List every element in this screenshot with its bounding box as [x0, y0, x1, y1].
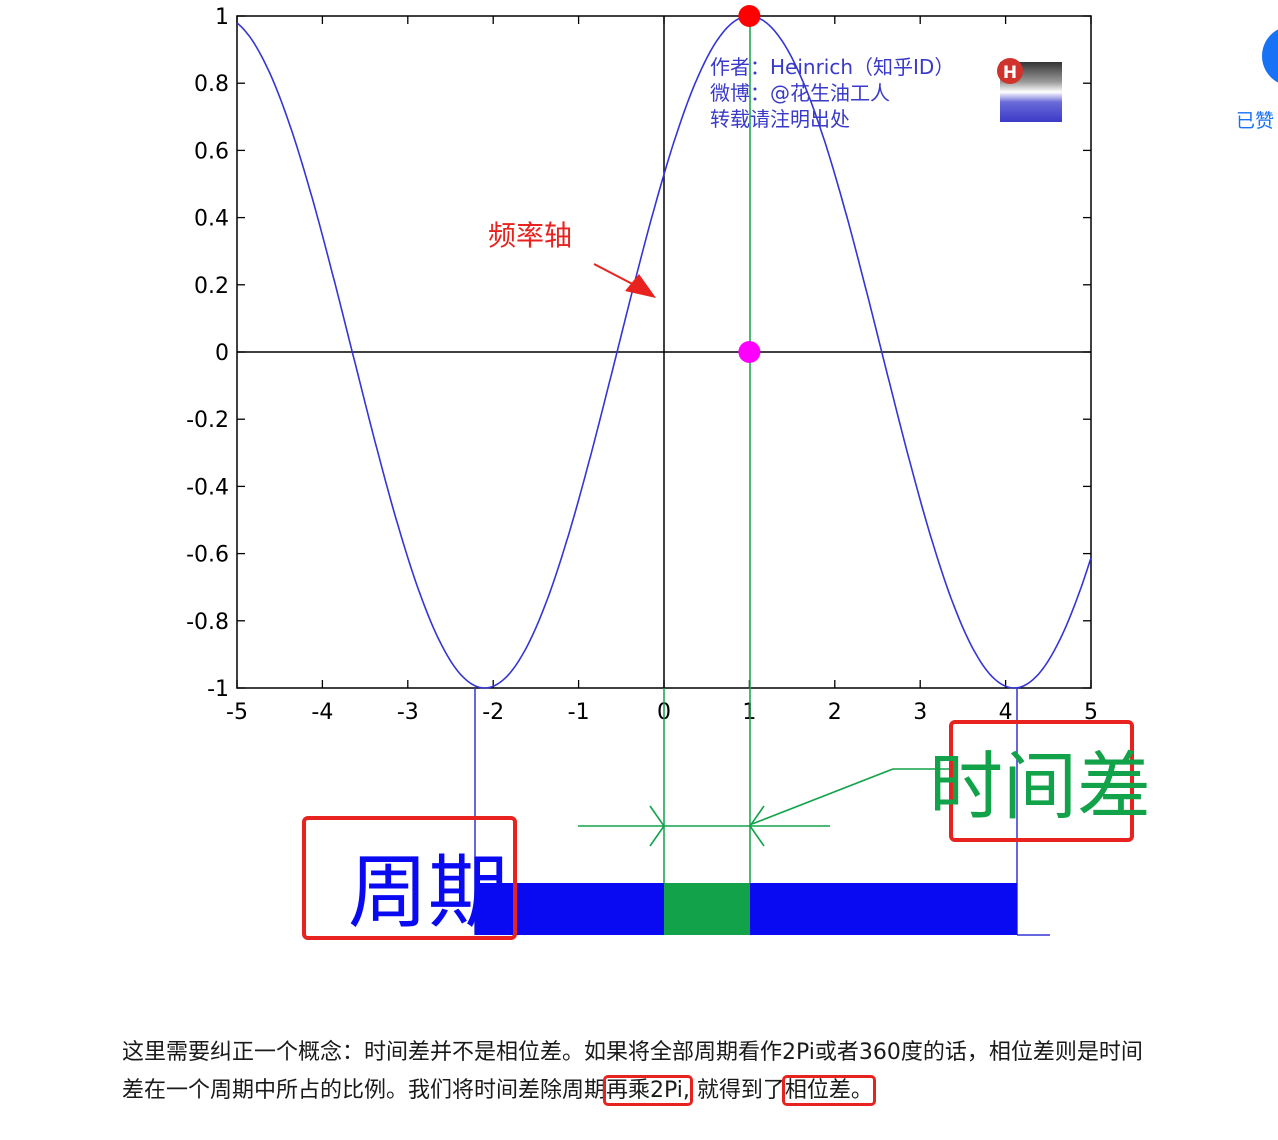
y-tick-label: 0.8	[194, 72, 229, 97]
time-difference-dimension	[578, 768, 950, 847]
x-tick-label: -5	[226, 700, 248, 725]
y-tick-label: 0.6	[194, 139, 229, 164]
y-tick-label: 0	[215, 341, 229, 366]
like-status-label: 已赞	[1236, 110, 1275, 132]
period-bar-left	[475, 883, 664, 935]
y-tick-label: -0.2	[186, 408, 229, 433]
watermark-weibo: 微博：@花生油工人	[710, 81, 890, 105]
period-bar-right	[750, 883, 1017, 935]
y-tick-label: -0.8	[186, 610, 229, 635]
x-tick-label: 2	[828, 700, 842, 725]
watermark-author: 作者：Heinrich（知乎ID）	[710, 55, 954, 79]
x-tick-label: 3	[913, 700, 927, 725]
time-difference-box	[949, 720, 1134, 842]
watermark-copyright: 转载请注明出处	[710, 107, 850, 131]
y-tick-label: -0.6	[186, 543, 229, 568]
time-difference-bar	[664, 883, 750, 935]
article-text-main: 这里需要纠正一个概念：时间差并不是相位差。如果将全部周期看作2Pi或者360度的…	[122, 1040, 1143, 1103]
x-tick-labels: -5-4-3-2-1012345	[226, 700, 1098, 725]
cosine-curve	[236, 15, 1092, 689]
y-tick-label: -1	[207, 677, 229, 702]
y-tick-label: -0.4	[186, 475, 229, 500]
x-tick-label: -1	[568, 700, 590, 725]
article-paragraph: 这里需要纠正一个概念：时间差并不是相位差。如果将全部周期看作2Pi或者360度的…	[122, 1034, 1162, 1110]
peak-point	[738, 5, 761, 27]
y-tick-label: 1	[215, 5, 229, 30]
like-button[interactable]	[1262, 26, 1278, 86]
zero-point	[738, 341, 761, 363]
watermark-logo-letter: H	[1003, 63, 1017, 83]
x-tick-label: -2	[482, 700, 504, 725]
y-tick-label: 0.2	[194, 274, 229, 299]
frequency-axis-arrow	[593, 263, 656, 298]
x-tick-label: -3	[397, 700, 419, 725]
x-tick-label: 5	[1084, 700, 1098, 725]
frequency-axis-label: 频率轴	[488, 219, 572, 252]
chart-figure: -5 -4 -3 -2 -1 0 1 2 3 4 5 1 0.8 0.6 0.4 0.2 0 -0.2 -0.4 -…	[186, 5, 1151, 940]
article-text-connector: 就得到了	[689, 1078, 785, 1103]
y-tick-label: 0.4	[194, 207, 229, 232]
period-box	[302, 816, 517, 940]
highlight-multiply-2pi: 再乘2Pi,	[603, 1075, 693, 1106]
watermark-logo: H	[997, 58, 1062, 122]
time-difference-label: 时间差	[929, 744, 1151, 830]
x-tick-label: 4	[999, 700, 1013, 725]
highlight-phase-difference: 相位差。	[781, 1075, 876, 1106]
period-label: 周期	[348, 846, 508, 939]
y-tick-labels: 1 0.8 0.6 0.4 0.2 0 -0.2 -0.4 -0.6 -0.8 -1	[186, 5, 229, 702]
x-tick-label: -4	[311, 700, 333, 725]
